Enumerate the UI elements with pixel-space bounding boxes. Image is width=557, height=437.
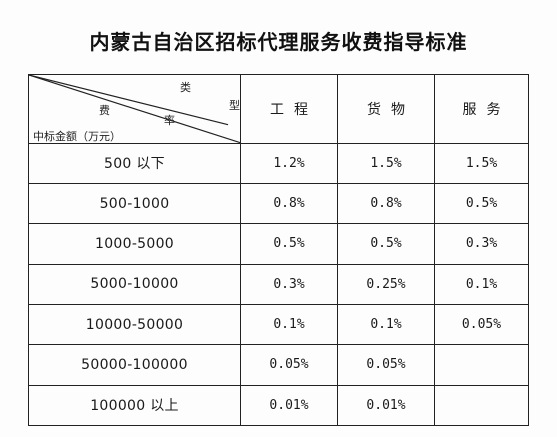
- diagonal-lines: [29, 75, 240, 143]
- rate-cell-services: 0.1%: [434, 263, 529, 305]
- rate-cell-engineering: 0.1%: [240, 303, 338, 346]
- rate-cell-services: [434, 384, 529, 427]
- rate-cell-engineering: 0.3%: [240, 263, 338, 305]
- rate-cell-engineering: 0.5%: [240, 223, 338, 265]
- rate-cell-engineering: 0.8%: [240, 182, 338, 225]
- corner-label-lv: 率: [164, 114, 175, 127]
- amount-cell: 100000 以上: [28, 384, 241, 427]
- amount-cell: 500-1000: [28, 182, 241, 225]
- column-header-engineering: 工程: [240, 74, 338, 144]
- amount-cell: 10000-50000: [28, 303, 241, 346]
- rate-cell-goods: 0.01%: [337, 384, 435, 427]
- corner-label-lei: 类: [180, 81, 191, 94]
- amount-cell: 500 以下: [28, 142, 241, 184]
- table-row: 500-1000 0.8% 0.8% 0.5%: [28, 182, 529, 225]
- amount-cell: 50000-100000: [28, 344, 241, 386]
- rate-cell-services: 1.5%: [434, 142, 529, 184]
- column-header-goods: 货物: [337, 74, 435, 144]
- rate-cell-goods: 0.25%: [337, 263, 435, 305]
- column-header-services: 服务: [434, 74, 529, 144]
- rate-cell-services: 0.5%: [434, 182, 529, 225]
- amount-cell: 5000-10000: [28, 263, 241, 305]
- corner-label-amount: 中标金额（万元）: [33, 130, 121, 143]
- rate-cell-goods: 0.5%: [337, 223, 435, 265]
- amount-cell: 1000-5000: [28, 223, 241, 265]
- rate-cell-engineering: 1.2%: [240, 142, 338, 184]
- table-row: 50000-100000 0.05% 0.05%: [28, 344, 529, 386]
- table-header-row: 类 型 费 率 中标金额（万元） 工程 货物 服务: [28, 74, 529, 144]
- table-row: 5000-10000 0.3% 0.25% 0.1%: [28, 263, 529, 305]
- table-row: 500 以下 1.2% 1.5% 1.5%: [28, 142, 529, 184]
- table-row: 100000 以上 0.01% 0.01%: [28, 384, 529, 427]
- corner-label-fei: 费: [99, 104, 110, 117]
- rate-cell-goods: 0.05%: [337, 344, 435, 386]
- rate-cell-goods: 0.1%: [337, 303, 435, 346]
- corner-label-xing: 型: [229, 99, 240, 112]
- rate-cell-engineering: 0.01%: [240, 384, 338, 427]
- table-row: 10000-50000 0.1% 0.1% 0.05%: [28, 303, 529, 346]
- rate-cell-goods: 0.8%: [337, 182, 435, 225]
- table-row: 1000-5000 0.5% 0.5% 0.3%: [28, 223, 529, 265]
- rate-cell-engineering: 0.05%: [240, 344, 338, 386]
- rate-cell-services: 0.3%: [434, 223, 529, 265]
- rate-cell-services: 0.05%: [434, 303, 529, 346]
- fee-standard-table: 类 型 费 率 中标金额（万元） 工程 货物 服务 500 以下 1.2% 1.…: [28, 74, 529, 427]
- document-title: 内蒙古自治区招标代理服务收费指导标准: [89, 30, 468, 54]
- rate-cell-goods: 1.5%: [337, 142, 435, 184]
- corner-header-cell: 类 型 费 率 中标金额（万元）: [28, 74, 241, 144]
- rate-cell-services: [434, 344, 529, 386]
